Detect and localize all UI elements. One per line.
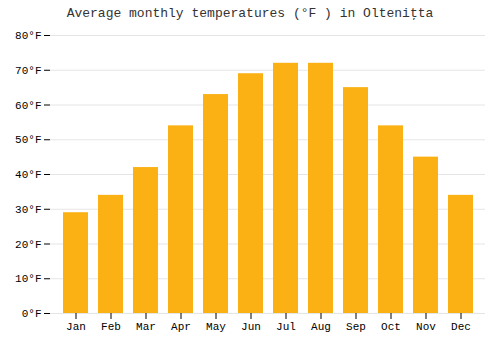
svg-text:60°F: 60°F [15, 100, 41, 112]
svg-text:May: May [206, 321, 226, 333]
svg-text:Oct: Oct [381, 321, 401, 333]
svg-text:70°F: 70°F [15, 65, 41, 77]
svg-text:20°F: 20°F [15, 239, 41, 251]
svg-text:80°F: 80°F [15, 30, 41, 42]
svg-text:Sep: Sep [346, 321, 366, 333]
svg-text:Aug: Aug [311, 321, 331, 333]
svg-text:Jan: Jan [66, 321, 86, 333]
svg-text:40°F: 40°F [15, 169, 41, 181]
svg-text:Dec: Dec [451, 321, 471, 333]
svg-text:Nov: Nov [416, 321, 436, 333]
svg-text:Mar: Mar [136, 321, 156, 333]
svg-text:50°F: 50°F [15, 134, 41, 146]
html-text:Average monthly temperatures (: Average monthly temperatures (°F ) in Ol… [66, 6, 434, 21]
svg-text:Jul: Jul [276, 321, 296, 333]
svg-text:Jun: Jun [241, 321, 261, 333]
svg-text:0°F: 0°F [22, 308, 42, 320]
svg-text:30°F: 30°F [15, 204, 41, 216]
svg-text:Feb: Feb [101, 321, 121, 333]
svg-text:Apr: Apr [171, 321, 191, 333]
svg-text:10°F: 10°F [15, 273, 41, 285]
